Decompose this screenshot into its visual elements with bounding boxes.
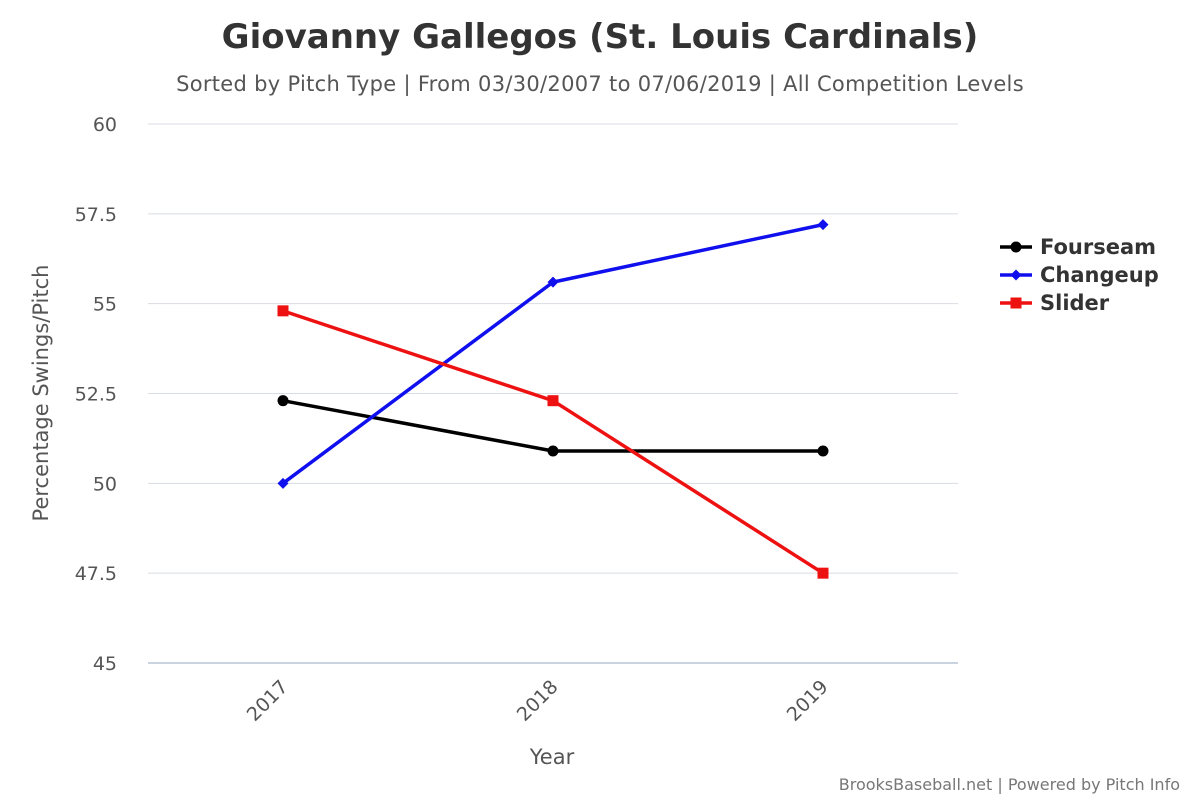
y-tick-label: 45 xyxy=(93,653,117,675)
data-point-fourseam[interactable] xyxy=(547,445,559,457)
data-point-fourseam[interactable] xyxy=(817,445,829,457)
series-changeup xyxy=(277,219,829,489)
gridlines xyxy=(148,123,958,664)
data-point-slider[interactable] xyxy=(547,395,559,407)
legend-label-fourseam: Fourseam xyxy=(1040,235,1156,259)
series-line-fourseam[interactable] xyxy=(281,398,825,453)
data-point-changeup[interactable] xyxy=(547,276,559,288)
x-tick-label: 2017 xyxy=(243,676,293,726)
legend-marker-slider[interactable] xyxy=(1010,297,1022,309)
series-line-changeup[interactable] xyxy=(281,222,825,486)
legend-marker-changeup[interactable] xyxy=(1010,269,1022,281)
legend-item-slider[interactable]: Slider xyxy=(1000,291,1110,315)
y-tick-label: 52.5 xyxy=(75,384,117,406)
legend-marker-fourseam[interactable] xyxy=(1010,241,1022,253)
y-axis-ticks: 45 47.5 50 52.5 55 57.5 60 xyxy=(75,114,117,675)
series-group xyxy=(277,219,829,579)
data-point-fourseam[interactable] xyxy=(277,395,289,407)
chart-subtitle: Sorted by Pitch Type | From 03/30/2007 t… xyxy=(176,72,1024,97)
data-point-slider[interactable] xyxy=(277,305,289,317)
series-line-slider[interactable] xyxy=(281,309,825,575)
legend[interactable]: Fourseam Changeup Slider xyxy=(1000,235,1159,315)
y-tick-label: 60 xyxy=(93,114,117,136)
legend-item-fourseam[interactable]: Fourseam xyxy=(1000,235,1156,259)
x-axis-ticks: 2017 2018 2019 xyxy=(243,676,833,726)
data-point-changeup[interactable] xyxy=(817,219,829,231)
y-axis-label: Percentage Swings/Pitch xyxy=(29,265,53,522)
chart-title: Giovanny Gallegos (St. Louis Cardinals) xyxy=(222,17,979,57)
x-tick-label: 2018 xyxy=(513,676,563,726)
y-tick-label: 50 xyxy=(93,473,117,495)
data-point-changeup[interactable] xyxy=(277,477,289,489)
y-tick-label: 57.5 xyxy=(75,204,117,226)
x-axis-label: Year xyxy=(529,745,575,769)
y-tick-label: 47.5 xyxy=(75,563,117,585)
data-point-slider[interactable] xyxy=(817,567,829,579)
y-tick-label: 55 xyxy=(93,294,117,316)
legend-label-changeup: Changeup xyxy=(1040,263,1159,287)
credits-text[interactable]: BrooksBaseball.net | Powered by Pitch In… xyxy=(839,775,1180,794)
legend-item-changeup[interactable]: Changeup xyxy=(1000,263,1159,287)
series-slider xyxy=(277,305,829,579)
x-tick-label: 2019 xyxy=(783,676,833,726)
legend-label-slider: Slider xyxy=(1040,291,1110,315)
